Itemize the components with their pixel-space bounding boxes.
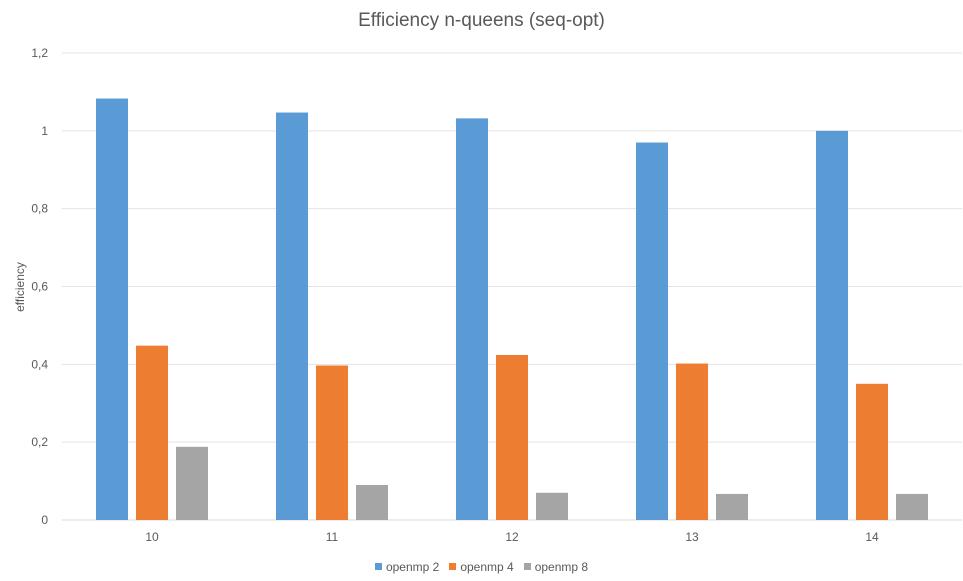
legend-label: openmp 8 — [534, 560, 589, 574]
y-tick-label: 0,4 — [31, 357, 48, 371]
bar-openmp-4-11 — [316, 365, 348, 520]
y-tick-label: 0,8 — [31, 202, 48, 216]
chart-title: Efficiency n-queens (seq-opt) — [358, 10, 605, 31]
tick-labels: 0 0,2 0,4 0,6 0,8 1 1,2 10 11 12 13 14 — [31, 46, 879, 544]
bar-openmp-8-11 — [356, 484, 388, 520]
x-tick-label: 12 — [505, 530, 519, 544]
bar-openmp-4-12 — [496, 354, 528, 520]
y-tick-label: 1 — [41, 124, 48, 138]
legend-swatch — [523, 563, 531, 570]
y-tick-label: 0,6 — [31, 280, 48, 294]
legend-item: openmp 2 — [374, 560, 440, 574]
bar-openmp-2-11 — [276, 112, 308, 520]
bar-openmp-2-14 — [816, 130, 848, 521]
bar-openmp-8-13 — [716, 493, 748, 520]
x-tick-label: 10 — [145, 530, 159, 544]
y-tick-label: 0 — [41, 513, 48, 527]
legend-label: openmp 2 — [385, 560, 440, 574]
bar-openmp-2-13 — [636, 142, 668, 520]
x-tick-label: 13 — [685, 530, 699, 544]
bars — [96, 98, 928, 521]
bar-openmp-2-10 — [96, 98, 128, 520]
y-tick-label: 0,2 — [31, 435, 48, 449]
y-tick-label: 1,2 — [31, 46, 48, 60]
bar-openmp-2-12 — [456, 118, 488, 520]
legend: openmp 2 openmp 4 openmp 8 — [0, 560, 963, 574]
legend-swatch — [449, 563, 457, 570]
bar-openmp-4-10 — [136, 345, 168, 520]
bar-openmp-4-13 — [676, 363, 708, 520]
legend-item: openmp 4 — [449, 560, 514, 574]
x-tick-label: 14 — [865, 530, 879, 544]
legend-item: openmp 8 — [523, 560, 589, 574]
bar-openmp-8-12 — [536, 492, 568, 520]
x-tick-label: 11 — [326, 530, 339, 544]
legend-label: openmp 4 — [460, 560, 514, 574]
bar-openmp-4-14 — [856, 383, 888, 520]
legend-swatch — [374, 563, 382, 570]
bar-openmp-8-14 — [896, 493, 928, 520]
bar-openmp-8-10 — [176, 446, 208, 520]
